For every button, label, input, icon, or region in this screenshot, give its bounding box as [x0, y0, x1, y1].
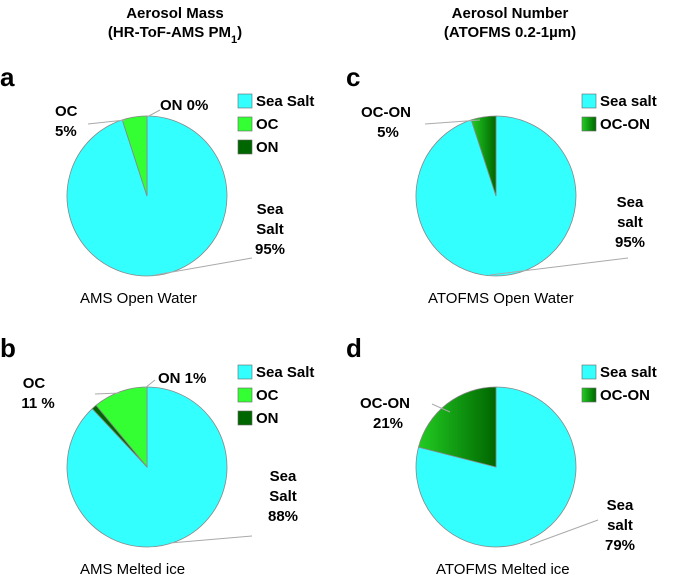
header-right-line2: (ATOFMS 0.2-1µm) [444, 24, 576, 41]
leader-c-sea [489, 257, 629, 276]
legend-b-swatch-sea [237, 364, 253, 380]
leader-a-on [146, 109, 161, 118]
legend-a-sea: Sea Salt [256, 93, 314, 110]
leader-a-sea [154, 257, 253, 276]
pie-c-slice-oc-on [470, 115, 497, 197]
legend-d-sea: Sea salt [600, 364, 657, 381]
leader-d-sea [529, 519, 599, 546]
legend-b-swatch-on [237, 410, 253, 426]
caption-a: AMS Open Water [80, 290, 197, 307]
legend-b: Sea Salt OC ON [237, 364, 314, 427]
label-c-ocon-name: OC-ON [361, 104, 411, 121]
label-a-sea-line3: 95% [255, 241, 285, 258]
label-d-sea-line2: salt [607, 517, 633, 534]
panel-a: a OC 5% ON 0% Sea Salt 95% Sea Salt OC O… [0, 62, 314, 307]
label-a-oc-name: OC [55, 103, 78, 120]
header-right-line1: Aerosol Number [452, 5, 569, 22]
legend-d-swatch-sea [581, 364, 597, 380]
label-d-ocon-name: OC-ON [360, 395, 410, 412]
panel-b: b OC 11 % ON 1% Sea Salt 88% Sea Salt OC… [0, 333, 314, 577]
legend-a-swatch-sea [237, 93, 253, 109]
label-a-sea-line2: Salt [256, 221, 284, 238]
label-d-sea-line3: 79% [605, 537, 635, 554]
label-d-ocon-value: 21% [373, 415, 403, 432]
legend-c-ocon: OC-ON [600, 116, 650, 133]
pie-b-slice-on [91, 404, 148, 468]
legend-c-swatch-ocon [581, 116, 597, 132]
legend-d-ocon: OC-ON [600, 387, 650, 404]
legend-a-on: ON [256, 139, 279, 156]
panel-letter-d: d [346, 333, 362, 363]
leader-a-oc [87, 119, 126, 125]
pie-d [415, 386, 577, 548]
legend-c-swatch-sea [581, 93, 597, 109]
legend-c: Sea salt OC-ON [581, 93, 657, 133]
label-a-oc-value: 5% [55, 123, 77, 140]
legend-a-oc: OC [256, 116, 279, 133]
label-c-sea-line2: salt [617, 214, 643, 231]
leader-d-ocon [431, 403, 451, 413]
header-left-line1: Aerosol Mass [126, 5, 224, 22]
caption-d: ATOFMS Melted ice [436, 561, 570, 577]
panel-c: c OC-ON 5% Sea salt 95% Sea salt OC-ON A… [346, 62, 657, 307]
legend-a: Sea Salt OC ON [237, 93, 314, 156]
pie-c [415, 115, 577, 277]
legend-b-sea: Sea Salt [256, 364, 314, 381]
legend-d: Sea salt OC-ON [581, 364, 657, 404]
caption-c: ATOFMS Open Water [428, 290, 574, 307]
label-a-on: ON 0% [160, 97, 208, 114]
legend-b-oc: OC [256, 387, 279, 404]
label-c-ocon-value: 5% [377, 124, 399, 141]
leader-c-ocon [424, 119, 481, 125]
legend-a-swatch-on [237, 139, 253, 155]
label-b-on: ON 1% [158, 370, 206, 387]
legend-c-sea: Sea salt [600, 93, 657, 110]
leader-b-sea [169, 535, 253, 544]
label-b-sea-line3: 88% [268, 508, 298, 525]
pie-a [66, 115, 228, 277]
legend-b-swatch-oc [237, 387, 253, 403]
legend-b-on: ON [256, 410, 279, 427]
label-b-oc-value: 11 % [21, 395, 54, 412]
label-b-sea-line2: Salt [269, 488, 297, 505]
caption-b: AMS Melted ice [80, 561, 185, 577]
label-b-oc-name: OC [23, 375, 46, 392]
legend-a-swatch-oc [237, 116, 253, 132]
panel-letter-b: b [0, 333, 16, 363]
legend-d-swatch-ocon [581, 387, 597, 403]
label-c-sea-line1: Sea [617, 194, 644, 211]
label-c-sea-line3: 95% [615, 234, 645, 251]
leader-b-on [144, 379, 156, 389]
pie-b [66, 386, 228, 548]
label-a-sea-line1: Sea [257, 201, 284, 218]
header-left-line2: (HR-ToF-AMS PM1) [108, 24, 242, 46]
panel-d: d OC-ON 21% Sea salt 79% Sea salt OC-ON … [346, 333, 657, 577]
label-d-sea-line1: Sea [607, 497, 634, 514]
panel-letter-c: c [346, 62, 360, 92]
label-b-sea-line1: Sea [270, 468, 297, 485]
leader-b-oc [94, 392, 121, 395]
panel-letter-a: a [0, 62, 15, 92]
pie-d-slice-oc-on [418, 386, 497, 468]
